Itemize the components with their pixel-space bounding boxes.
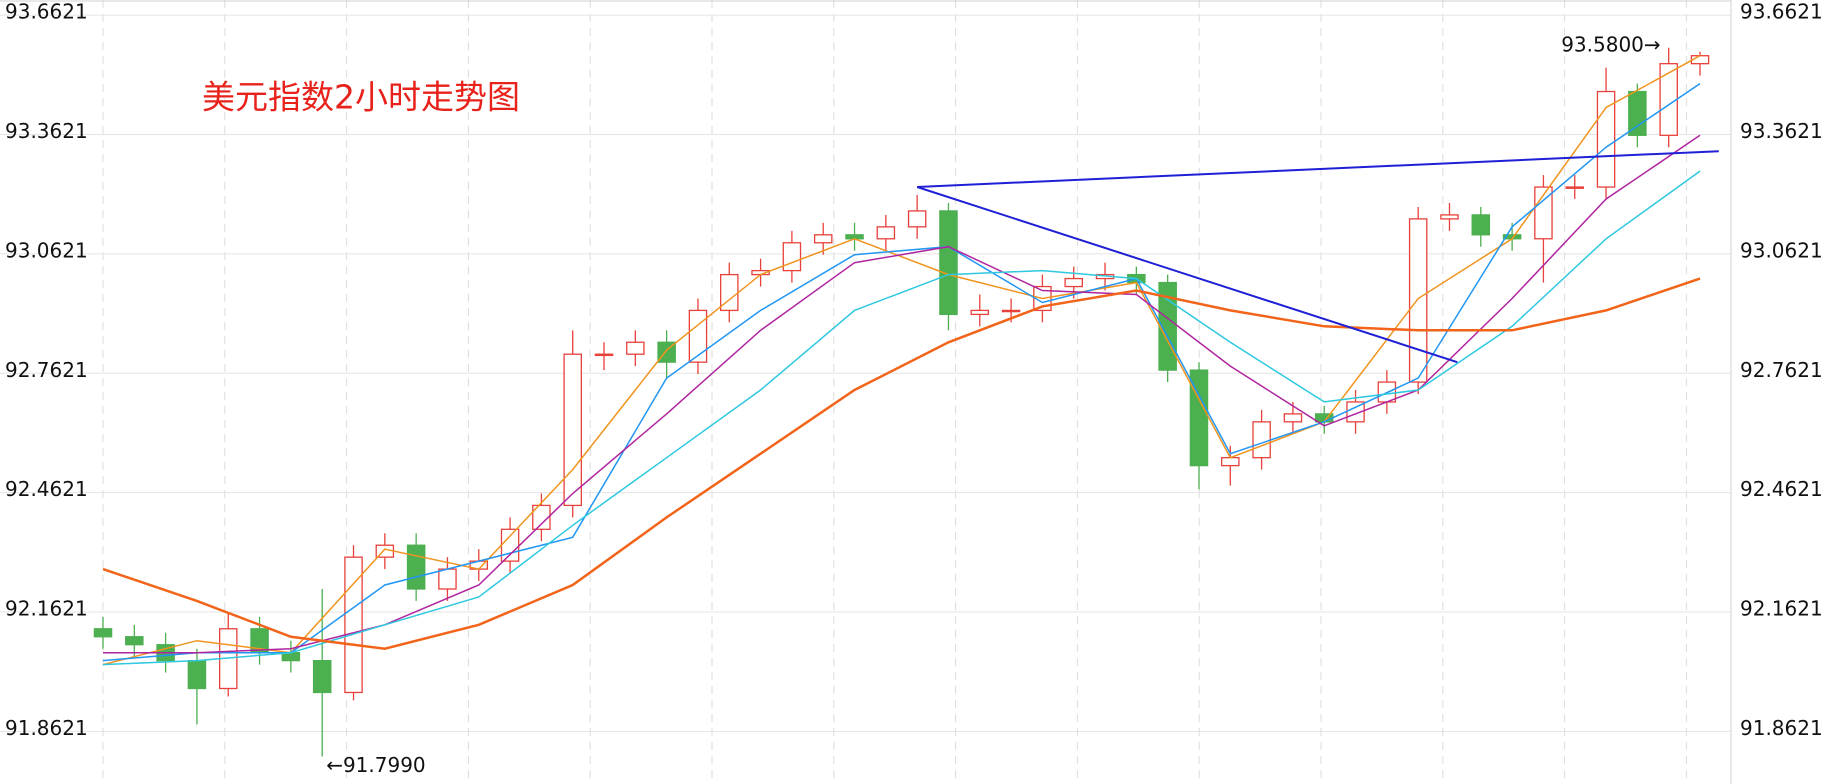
candle-body xyxy=(1001,309,1021,313)
ma-line xyxy=(102,170,1701,666)
candle-body xyxy=(500,528,520,562)
candle-body xyxy=(782,242,802,272)
candle-body xyxy=(626,341,645,355)
candle-body xyxy=(1283,413,1303,423)
candle-body xyxy=(594,353,614,357)
candle-body xyxy=(1064,277,1083,288)
y-tick-label: 93.6621 xyxy=(5,0,88,24)
candle-body xyxy=(1221,457,1240,467)
candle-body xyxy=(939,210,958,316)
candle-body xyxy=(93,628,113,638)
ma-line xyxy=(102,82,1701,662)
candle-body xyxy=(813,234,833,244)
candle-body xyxy=(1252,421,1271,459)
y-tick-label: 92.7621 xyxy=(5,358,88,382)
y-tick-label: 92.4621 xyxy=(5,477,88,501)
candle-body xyxy=(344,556,363,694)
y-tick-label-right: 93.6621 xyxy=(1740,0,1823,24)
candle-body xyxy=(876,226,896,240)
vertical-grid xyxy=(102,0,1687,784)
candle-body xyxy=(532,504,551,530)
y-tick-label-right: 93.3621 xyxy=(1740,119,1823,143)
candle-body xyxy=(438,568,457,590)
trend-line xyxy=(917,150,1719,188)
candle-body xyxy=(563,353,582,507)
candle-body xyxy=(312,659,332,694)
candle-body xyxy=(187,659,207,690)
trend-line xyxy=(916,186,1458,364)
y-tick-label: 92.1621 xyxy=(5,597,88,621)
candle-body xyxy=(688,309,708,363)
low-annotation: ←91.7990 xyxy=(326,753,425,777)
candle-body xyxy=(1471,214,1491,236)
candle-body xyxy=(1408,218,1428,383)
candle-body xyxy=(1440,214,1459,220)
ma-line xyxy=(102,55,1701,666)
high-annotation: 93.5800→ xyxy=(1561,32,1660,56)
candle-body xyxy=(907,210,927,228)
chart-title: 美元指数2小时走势图 xyxy=(202,78,520,117)
y-tick-label-right: 93.0621 xyxy=(1740,238,1823,262)
candle-body xyxy=(406,544,426,590)
y-tick-label-right: 92.1621 xyxy=(1740,597,1823,621)
candle-body xyxy=(1565,186,1585,189)
candle-body xyxy=(125,636,144,646)
candle-body xyxy=(1628,90,1647,136)
ma-line xyxy=(102,277,1701,650)
y-tick-label: 93.0621 xyxy=(5,238,88,262)
y-tick-label-right: 91.8621 xyxy=(1740,716,1823,740)
candle-body xyxy=(1596,90,1616,188)
candle-body xyxy=(1659,63,1678,136)
y-tick-label: 93.3621 xyxy=(5,119,88,143)
y-tick-label-right: 92.7621 xyxy=(1740,358,1823,382)
y-tick-label: 91.8621 xyxy=(5,716,88,740)
y-tick-label-right: 92.4621 xyxy=(1740,477,1823,501)
candle-body xyxy=(970,309,990,316)
candle-body xyxy=(1189,369,1209,467)
